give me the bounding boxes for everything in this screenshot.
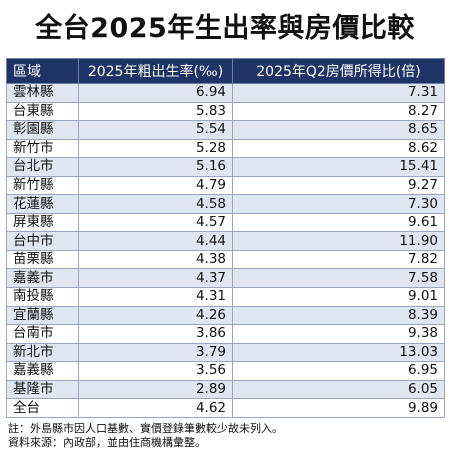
cell-birth-rate: 4.44 — [78, 231, 233, 251]
cell-birth-rate: 3.56 — [78, 361, 233, 381]
cell-region: 台東縣 — [6, 101, 79, 122]
cell-region: 台北市 — [6, 157, 79, 177]
table-row: 宜蘭縣 4.26 8.39 — [6, 305, 445, 326]
cell-region: 嘉義市 — [6, 268, 79, 289]
cell-birth-rate: 4.37 — [78, 268, 233, 289]
cell-price-income-ratio: 6.95 — [232, 361, 445, 381]
cell-price-income-ratio: 9.27 — [232, 175, 445, 196]
cell-region: 雲林縣 — [6, 83, 79, 103]
cell-price-income-ratio: 7.82 — [232, 249, 445, 270]
cell-region: 基隆市 — [6, 379, 79, 400]
table-row: 南投縣 4.31 9.01 — [6, 287, 445, 307]
page-title: 全台2025年生出率與房價比較 — [35, 13, 415, 44]
cell-region: 新竹市 — [6, 138, 79, 159]
cell-region: 全台 — [6, 398, 79, 418]
table-body: 雲林縣 6.94 7.31 台東縣 5.83 8.27 彰園縣 5.54 8.65 新竹市 5.28… — [6, 83, 445, 418]
table-row: 新竹市 5.28 8.62 — [6, 138, 445, 159]
table-row: 嘉義市 4.37 7.58 — [6, 268, 445, 289]
cell-price-income-ratio: 7.30 — [232, 194, 445, 214]
footnotes: 註：外島縣市因人口基數、實價登錄筆數較少故未列入。 資料來源：內政部，並由住商機… — [6, 422, 444, 450]
table-row: 雲林縣 6.94 7.31 — [6, 83, 445, 103]
table-header-row: 區域 2025年粗出生率(‰) 2025年Q2房價所得比(倍) — [6, 58, 445, 84]
cell-birth-rate: 3.86 — [78, 324, 233, 344]
cell-region: 台中市 — [6, 231, 79, 251]
table-row: 苗栗縣 4.38 7.82 — [6, 249, 445, 270]
cell-region: 台南市 — [6, 324, 79, 344]
table-row: 台中市 4.44 11.90 — [6, 231, 445, 251]
cell-birth-rate: 4.79 — [78, 175, 233, 196]
table-row: 台東縣 5.83 8.27 — [6, 101, 445, 122]
table-row: 基隆市 2.89 6.05 — [6, 379, 445, 400]
cell-birth-rate: 5.28 — [78, 138, 233, 159]
cell-price-income-ratio: 11.90 — [232, 231, 445, 251]
cell-price-income-ratio: 15.41 — [232, 157, 445, 177]
cell-price-income-ratio: 7.58 — [232, 268, 445, 289]
cell-price-income-ratio: 13.03 — [232, 342, 445, 363]
cell-price-income-ratio: 9.01 — [232, 287, 445, 307]
cell-region: 新竹縣 — [6, 175, 79, 196]
cell-birth-rate: 4.58 — [78, 194, 233, 214]
cell-price-income-ratio: 9.89 — [232, 398, 445, 418]
cell-birth-rate: 6.94 — [78, 83, 233, 103]
cell-birth-rate: 3.79 — [78, 342, 233, 363]
data-table: 區域 2025年粗出生率(‰) 2025年Q2房價所得比(倍) 雲林縣 6.94 7… — [6, 58, 445, 418]
table-row: 台北市 5.16 15.41 — [6, 157, 445, 177]
cell-region: 彰園縣 — [6, 120, 79, 140]
column-header-price-income-ratio: 2025年Q2房價所得比(倍) — [232, 58, 445, 84]
cell-birth-rate: 4.62 — [78, 398, 233, 418]
table-row: 花蓮縣 4.58 7.30 — [6, 194, 445, 214]
table-header: 區域 2025年粗出生率(‰) 2025年Q2房價所得比(倍) — [6, 58, 445, 84]
cell-region: 苗栗縣 — [6, 249, 79, 270]
cell-region: 屏東縣 — [6, 212, 79, 233]
footnote-source: 資料來源：內政部，並由住商機構彙整。 — [8, 435, 206, 449]
table-row: 屏東縣 4.57 9.61 — [6, 212, 445, 233]
cell-price-income-ratio: 8.65 — [232, 120, 445, 140]
cell-birth-rate: 4.38 — [78, 249, 233, 270]
cell-birth-rate: 4.26 — [78, 305, 233, 326]
cell-region: 花蓮縣 — [6, 194, 79, 214]
cell-price-income-ratio: 8.39 — [232, 305, 445, 326]
cell-price-income-ratio: 8.27 — [232, 101, 445, 122]
cell-birth-rate: 5.54 — [78, 120, 233, 140]
table-row: 全台 4.62 9.89 — [6, 398, 445, 418]
cell-region: 南投縣 — [6, 287, 79, 307]
cell-birth-rate: 4.31 — [78, 287, 233, 307]
cell-birth-rate: 2.89 — [78, 379, 233, 400]
table-row: 新竹縣 4.79 9.27 — [6, 175, 445, 196]
table-row: 嘉義縣 3.56 6.95 — [6, 361, 445, 381]
cell-birth-rate: 5.16 — [78, 157, 233, 177]
cell-birth-rate: 4.57 — [78, 212, 233, 233]
table-row: 彰園縣 5.54 8.65 — [6, 120, 445, 140]
cell-price-income-ratio: 7.31 — [232, 83, 445, 103]
table-row: 新北市 3.79 13.03 — [6, 342, 445, 363]
column-header-region: 區域 — [6, 58, 79, 84]
cell-region: 宜蘭縣 — [6, 305, 79, 326]
cell-price-income-ratio: 8.62 — [232, 138, 445, 159]
cell-region: 新北市 — [6, 342, 79, 363]
cell-birth-rate: 5.83 — [78, 101, 233, 122]
cell-price-income-ratio: 9.61 — [232, 212, 445, 233]
footnote-omission: 註：外島縣市因人口基數、實價登錄筆數較少故未列入。 — [8, 421, 283, 435]
cell-price-income-ratio: 6.05 — [232, 379, 445, 400]
cell-region: 嘉義縣 — [6, 361, 79, 381]
table-row: 台南市 3.86 9.38 — [6, 324, 445, 344]
cell-price-income-ratio: 9.38 — [232, 324, 445, 344]
column-header-birth-rate: 2025年粗出生率(‰) — [78, 58, 233, 84]
